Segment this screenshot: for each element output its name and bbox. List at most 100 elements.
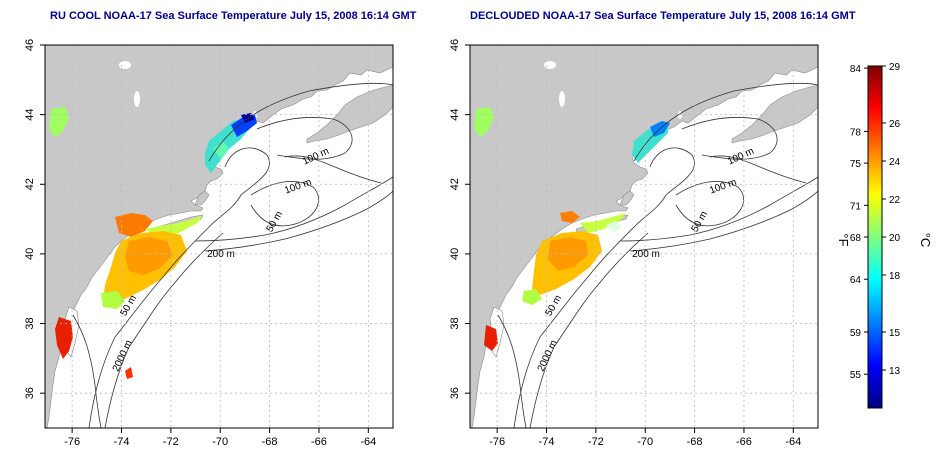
x-tick-label: -64 [360, 436, 376, 448]
y-tick-label: 38 [24, 317, 36, 329]
depth-contour [204, 190, 393, 252]
celsius-tick-label: 24 [889, 157, 901, 168]
sst-patch [484, 325, 498, 351]
x-tick-label: -76 [489, 436, 505, 448]
fahrenheit-tick-label: 84 [850, 64, 862, 75]
left-map-bathymetry-contours [72, 82, 393, 428]
sst-patch [474, 107, 494, 137]
colorbar-fahrenheit-ticks: 84 78 75 71 68 64 59 55 [850, 64, 868, 381]
colorbar-gradient [867, 65, 883, 409]
depth-contour [210, 147, 270, 226]
y-tick-label: 42 [24, 178, 36, 190]
sst-patch [125, 237, 173, 275]
x-tick-label: -74 [114, 436, 130, 448]
fahrenheit-unit-label: °F [836, 233, 851, 246]
depth-contour [681, 117, 778, 160]
right-map-x-axis: -76 -74 -72 -70 -68 -66 -64 [489, 428, 801, 448]
cape-cod-landmass [194, 190, 210, 206]
depth-contour [675, 181, 744, 227]
right-map-gridlines [470, 45, 818, 428]
nova-scotia-landmass [306, 84, 393, 144]
depth-contour [619, 176, 818, 242]
lake-patch [544, 61, 556, 69]
y-tick-label: 44 [449, 109, 461, 121]
depth-contour [497, 314, 527, 428]
left-map-gridlines [45, 45, 393, 428]
lake-patch [134, 91, 140, 107]
sst-patch [548, 237, 588, 271]
y-tick-label: 42 [449, 178, 461, 190]
celsius-tick-label: 20 [889, 233, 901, 244]
fahrenheit-tick-label: 78 [850, 127, 862, 138]
y-tick-label: 36 [449, 387, 461, 399]
x-tick-label: -64 [785, 436, 801, 448]
x-tick-label: -66 [311, 436, 327, 448]
sst-patch [580, 213, 626, 233]
lake-patch [559, 91, 565, 107]
x-tick-label: -68 [687, 436, 703, 448]
depth-contour [633, 82, 818, 162]
sst-patch [560, 211, 580, 223]
right-map-title: DECLOUDED NOAA-17 Sea Surface Temperatur… [470, 10, 856, 22]
depth-contour [104, 232, 224, 428]
sst-patch [522, 289, 542, 305]
depth-contour [629, 190, 818, 252]
y-tick-label: 36 [24, 387, 36, 399]
lake-patch [119, 61, 131, 69]
sst-patch [49, 107, 69, 137]
contour-label: 200 m [207, 249, 235, 260]
temperature-colorbar: 84 78 75 71 68 64 59 55 29 26 24 22 20 18 15 13 °F °C [836, 62, 933, 409]
right-map-y-axis: 36 38 40 42 44 46 [449, 39, 470, 399]
celsius-tick-label: 22 [889, 195, 901, 206]
x-tick-label: -72 [163, 436, 179, 448]
left-map-y-axis: 36 38 40 42 44 46 [24, 39, 45, 399]
left-map-title: RU COOL NOAA-17 Sea Surface Temperature … [50, 10, 417, 22]
y-tick-label: 46 [24, 39, 36, 51]
depth-contour [194, 176, 393, 242]
depth-contour [88, 224, 212, 428]
right-map-sst-overlay [474, 107, 670, 351]
celsius-unit-label: °C [918, 233, 933, 248]
fahrenheit-tick-label: 75 [850, 159, 862, 170]
depth-contour [709, 155, 807, 184]
depth-contour [208, 82, 393, 162]
left-map-sst-overlay [49, 107, 257, 379]
sst-patch [125, 367, 133, 379]
sst-patch [101, 291, 125, 309]
x-tick-label: -72 [588, 436, 604, 448]
nova-scotia-landmass [731, 84, 818, 144]
sst-patch [213, 141, 229, 159]
celsius-tick-label: 29 [889, 62, 901, 73]
depth-contour [256, 117, 353, 160]
fahrenheit-tick-label: 71 [850, 201, 862, 212]
sst-patch [115, 213, 153, 237]
depth-contour [72, 314, 102, 428]
left-map-frame [44, 44, 394, 429]
y-tick-label: 46 [449, 39, 461, 51]
y-tick-label: 44 [24, 109, 36, 121]
x-tick-label: -70 [637, 436, 653, 448]
depth-contour [635, 147, 695, 226]
depth-contour [529, 232, 649, 428]
sst-patch [606, 221, 622, 233]
celsius-tick-label: 26 [889, 119, 901, 130]
x-tick-label: -66 [736, 436, 752, 448]
celsius-tick-label: 15 [889, 328, 901, 339]
celsius-tick-label: 13 [889, 366, 901, 377]
sst-patch [55, 317, 73, 359]
x-tick-label: -68 [262, 436, 278, 448]
x-tick-label: -74 [539, 436, 555, 448]
x-tick-label: -76 [64, 436, 80, 448]
celsius-tick-label: 18 [889, 271, 901, 282]
right-map-frame [469, 44, 819, 429]
right-map-bathymetry-contours [497, 82, 818, 428]
colorbar-celsius-ticks: 29 26 24 22 20 18 15 13 [882, 62, 901, 377]
depth-contour [513, 224, 637, 428]
depth-contour [284, 155, 382, 184]
contour-label: 200 m [632, 249, 660, 260]
fahrenheit-tick-label: 59 [850, 328, 862, 339]
